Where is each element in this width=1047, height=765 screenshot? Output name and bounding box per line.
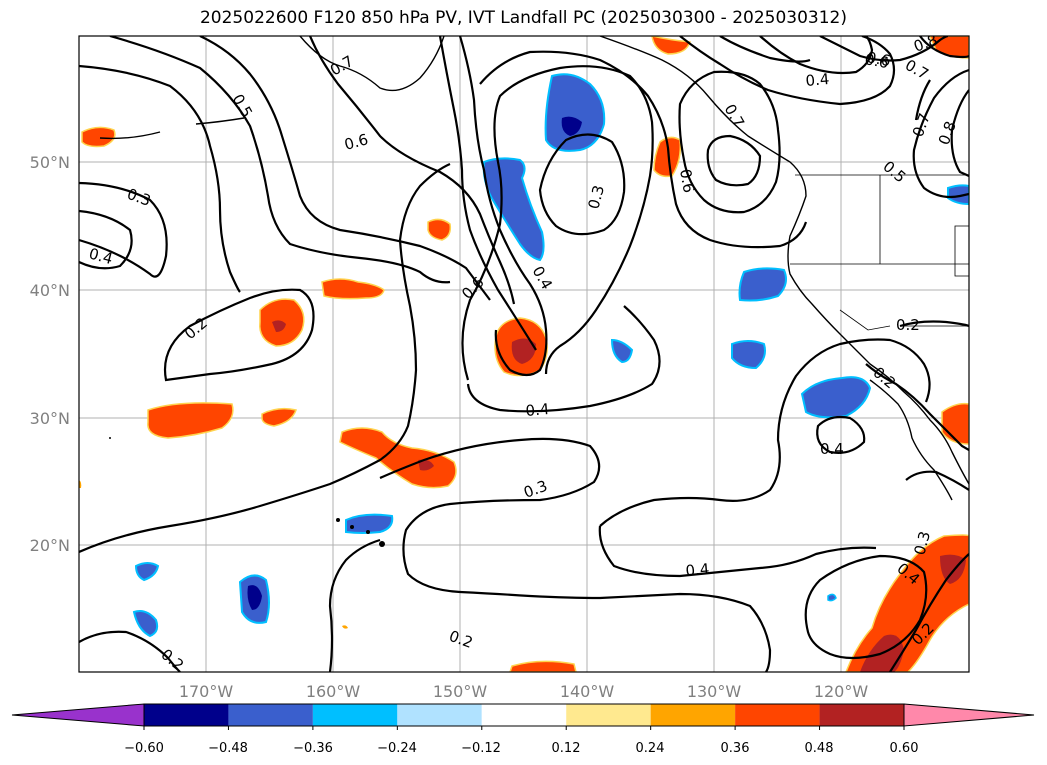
colorbar-swatch (481, 704, 567, 726)
colorbar-tick-label: 0.12 (552, 741, 581, 756)
colorbar-frame (143, 703, 905, 727)
colorbar-swatch (312, 704, 398, 726)
contour-label: 0.2 (896, 316, 920, 334)
colorbar-extend-high (903, 703, 1035, 727)
lon-tick-label: 170°W (179, 682, 234, 701)
colorbar-swatch (819, 704, 904, 726)
colorbar-tick-label: 0.24 (636, 741, 665, 756)
lon-tick-label: 160°W (306, 682, 361, 701)
negative-pv-anomalies (132, 73, 969, 638)
contour-label: 0.4 (805, 70, 830, 90)
contour-label: 0.4 (525, 400, 550, 420)
lon-tick-label: 120°W (814, 682, 869, 701)
lon-tick-label: 140°W (560, 682, 615, 701)
contour-label: 0.6 (342, 130, 370, 154)
colorbar-tick-label: −0.60 (124, 741, 164, 756)
lat-tick-label: 50°N (30, 153, 70, 172)
colorbar-swatch (650, 704, 736, 726)
colorbar-tick-label: −0.12 (461, 741, 501, 756)
contour-label: 0.6 (865, 48, 892, 70)
lat-tick-label: 40°N (30, 281, 70, 300)
coastlines (99, 36, 969, 501)
colorbar-swatch (566, 704, 651, 726)
colorbar-tick-label: −0.36 (293, 741, 333, 756)
colorbar-tick-label: −0.24 (377, 741, 417, 756)
map-title: 2025022600 F120 850 hPa PV, IVT Landfall… (199, 8, 847, 28)
colorbar-tick-label: 0.60 (890, 741, 919, 756)
lat-tick-label: 30°N (30, 409, 70, 428)
colorbar-tick-label: 0.36 (721, 741, 750, 756)
lon-tick-label: 130°W (687, 682, 742, 701)
islands (109, 437, 385, 547)
lat-tick-label: 20°N (30, 536, 70, 555)
colorbar-swatch (397, 704, 482, 726)
contour-label: 0.6 (863, 50, 890, 72)
contour-label: 0.3 (910, 529, 934, 557)
colorbar-swatch (144, 704, 229, 726)
borders (790, 174, 969, 331)
colorbar-swatch (735, 704, 820, 726)
lon-tick-label: 150°W (433, 682, 488, 701)
contour-label: 0.6 (676, 168, 698, 195)
contour-label: 0.4 (685, 560, 710, 580)
map-frame (78, 35, 970, 673)
contour-label: 0.4 (820, 440, 844, 458)
colorbar-tick-label: −0.48 (208, 741, 248, 756)
colorbar-extend-low (11, 703, 145, 727)
longitude-labels: 170°W 160°W 150°W 140°W 130°W 120°W (179, 682, 869, 701)
latitude-labels: 50°N 40°N 30°N 20°N (30, 153, 70, 555)
colorbar-tick-labels: −0.60 −0.48 −0.36 −0.24 −0.12 0.12 0.24 … (124, 741, 918, 756)
colorbar-swatch (228, 704, 313, 726)
contour-label: 0.3 (584, 183, 608, 211)
colorbar (11, 703, 1035, 730)
positive-pv-anomalies (79, 36, 969, 672)
pv-contours (79, 36, 969, 672)
colorbar-tick-label: 0.48 (805, 741, 834, 756)
contour-label: 0.4 (87, 244, 115, 268)
